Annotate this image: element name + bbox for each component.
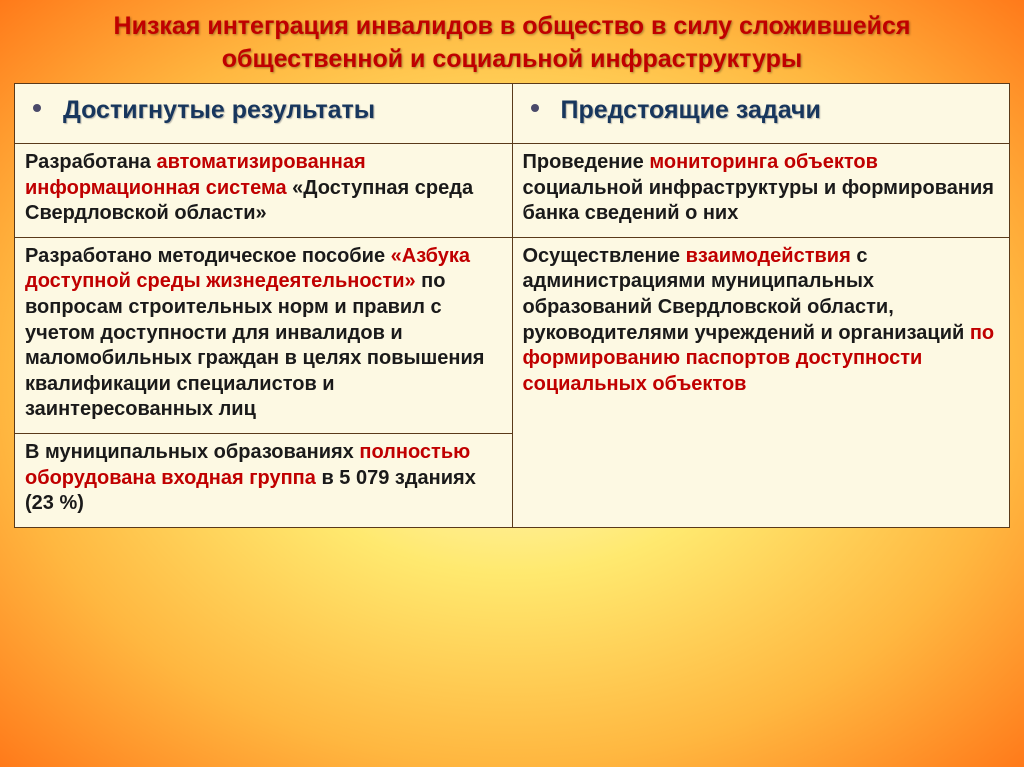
plain-text: Проведение [523, 151, 650, 173]
header-right-text: Предстоящие задачи [553, 90, 825, 133]
plain-text: Осуществление [523, 245, 686, 267]
header-cell-left: Достигнутые результаты [15, 84, 513, 144]
bullet-icon [531, 104, 539, 112]
cell-text: Проведение мониторинга объектов социальн… [523, 150, 1000, 227]
highlight-text: мониторинга объектов [649, 151, 878, 173]
table-row: Разработано методическое пособие «Азбука… [15, 237, 1010, 433]
table-header-row: Достигнутые результаты Предстоящие задач… [15, 84, 1010, 144]
left-cell-1: Разработано методическое пособие «Азбука… [15, 237, 513, 433]
bullet-icon [33, 104, 41, 112]
plain-text: Разработана [25, 151, 156, 173]
plain-text: по вопросам строительных норм и правил с… [25, 270, 484, 420]
right-cell-1: Осуществление взаимодействия с администр… [512, 237, 1010, 527]
table-row: Разработана автоматизированная информаци… [15, 144, 1010, 238]
header-cell-right: Предстоящие задачи [512, 84, 1010, 144]
slide-root: Низкая интеграция инвалидов в общество в… [0, 0, 1024, 767]
plain-text: Разработано методическое пособие [25, 245, 391, 267]
cell-text: Разработано методическое пособие «Азбука… [25, 244, 502, 423]
plain-text: социальной инфраструктуры и формирования… [523, 177, 994, 225]
left-cell-2: В муниципальных образованиях полностью о… [15, 433, 513, 527]
comparison-table: Достигнутые результаты Предстоящие задач… [14, 83, 1010, 528]
cell-text: В муниципальных образованиях полностью о… [25, 440, 502, 517]
cell-text: Осуществление взаимодействия с администр… [523, 244, 1000, 398]
header-left-text: Достигнутые результаты [55, 90, 379, 133]
left-cell-0: Разработана автоматизированная информаци… [15, 144, 513, 238]
cell-text: Разработана автоматизированная информаци… [25, 150, 502, 227]
plain-text: В муниципальных образованиях [25, 441, 359, 463]
highlight-text: взаимодействия [686, 245, 851, 267]
right-cell-0: Проведение мониторинга объектов социальн… [512, 144, 1010, 238]
slide-title: Низкая интеграция инвалидов в общество в… [14, 8, 1010, 83]
